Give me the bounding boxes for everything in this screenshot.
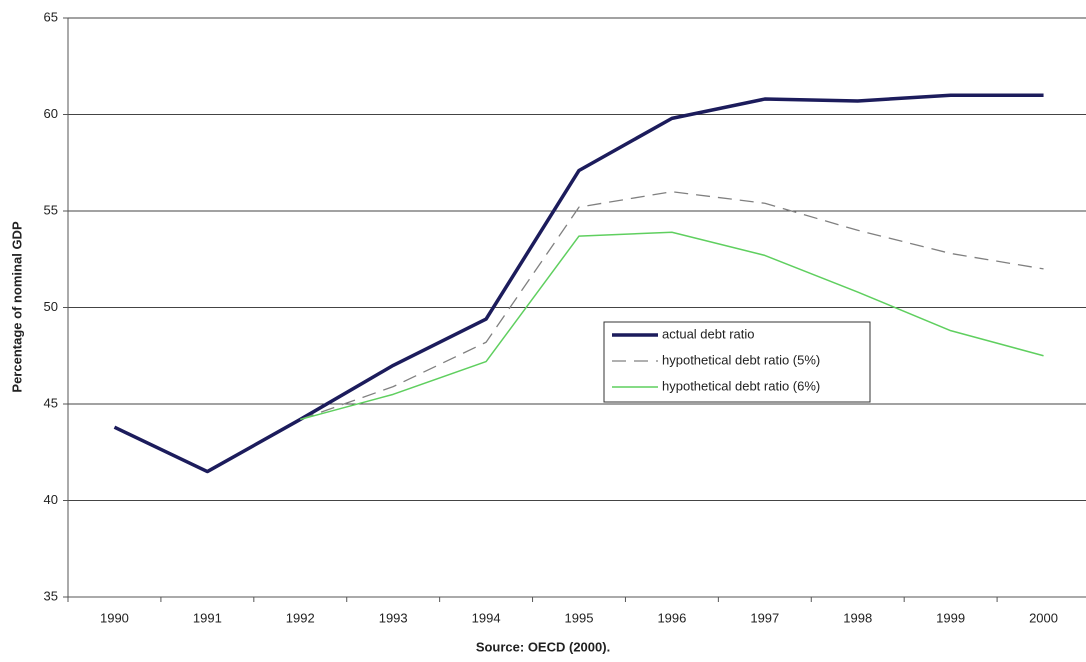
- y-tick-label: 65: [44, 9, 58, 24]
- x-tick-label: 1995: [565, 610, 594, 625]
- legend-label: actual debt ratio: [662, 326, 755, 341]
- y-tick-label: 55: [44, 202, 58, 217]
- x-tick-label: 2000: [1029, 610, 1058, 625]
- x-tick-label: 1994: [472, 610, 501, 625]
- y-tick-label: 45: [44, 395, 58, 410]
- legend-label: hypothetical debt ratio (5%): [662, 352, 820, 367]
- y-tick-label: 35: [44, 588, 58, 603]
- y-tick-label: 40: [44, 492, 58, 507]
- legend-label: hypothetical debt ratio (6%): [662, 378, 820, 393]
- y-tick-label: 50: [44, 299, 58, 314]
- x-tick-label: 1992: [286, 610, 315, 625]
- series-line: [113, 93, 1044, 474]
- x-tick-label: 1999: [936, 610, 965, 625]
- x-tick-label: 1998: [843, 610, 872, 625]
- x-axis-label: Source: OECD (2000).: [476, 639, 610, 654]
- y-axis-label: Percentage of nominal GDP: [9, 221, 24, 393]
- x-tick-label: 1993: [379, 610, 408, 625]
- series-line: [300, 231, 1044, 421]
- x-tick-label: 1996: [657, 610, 686, 625]
- x-tick-label: 1990: [100, 610, 129, 625]
- x-tick-label: 1991: [193, 610, 222, 625]
- y-tick-label: 60: [44, 106, 58, 121]
- x-tick-label: 1997: [750, 610, 779, 625]
- series-line: [300, 191, 1044, 421]
